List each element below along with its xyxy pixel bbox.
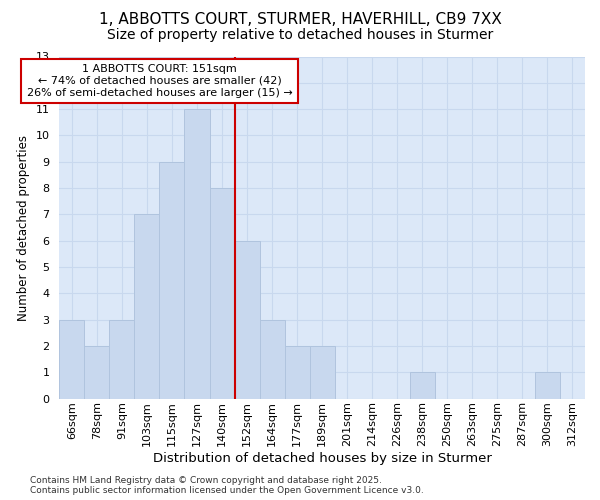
Bar <box>134 214 160 398</box>
Bar <box>59 320 85 398</box>
Bar <box>284 346 310 399</box>
Bar <box>260 320 284 398</box>
Y-axis label: Number of detached properties: Number of detached properties <box>17 134 30 320</box>
Bar <box>235 240 260 398</box>
Bar <box>160 162 184 398</box>
X-axis label: Distribution of detached houses by size in Sturmer: Distribution of detached houses by size … <box>153 452 491 465</box>
Bar <box>109 320 134 398</box>
Bar <box>410 372 435 398</box>
Text: Size of property relative to detached houses in Sturmer: Size of property relative to detached ho… <box>107 28 493 42</box>
Text: 1 ABBOTTS COURT: 151sqm
← 74% of detached houses are smaller (42)
26% of semi-de: 1 ABBOTTS COURT: 151sqm ← 74% of detache… <box>26 64 292 98</box>
Text: Contains HM Land Registry data © Crown copyright and database right 2025.
Contai: Contains HM Land Registry data © Crown c… <box>30 476 424 495</box>
Text: 1, ABBOTTS COURT, STURMER, HAVERHILL, CB9 7XX: 1, ABBOTTS COURT, STURMER, HAVERHILL, CB… <box>98 12 502 28</box>
Bar <box>310 346 335 399</box>
Bar <box>184 109 209 399</box>
Bar <box>535 372 560 398</box>
Bar <box>85 346 109 399</box>
Bar <box>209 188 235 398</box>
